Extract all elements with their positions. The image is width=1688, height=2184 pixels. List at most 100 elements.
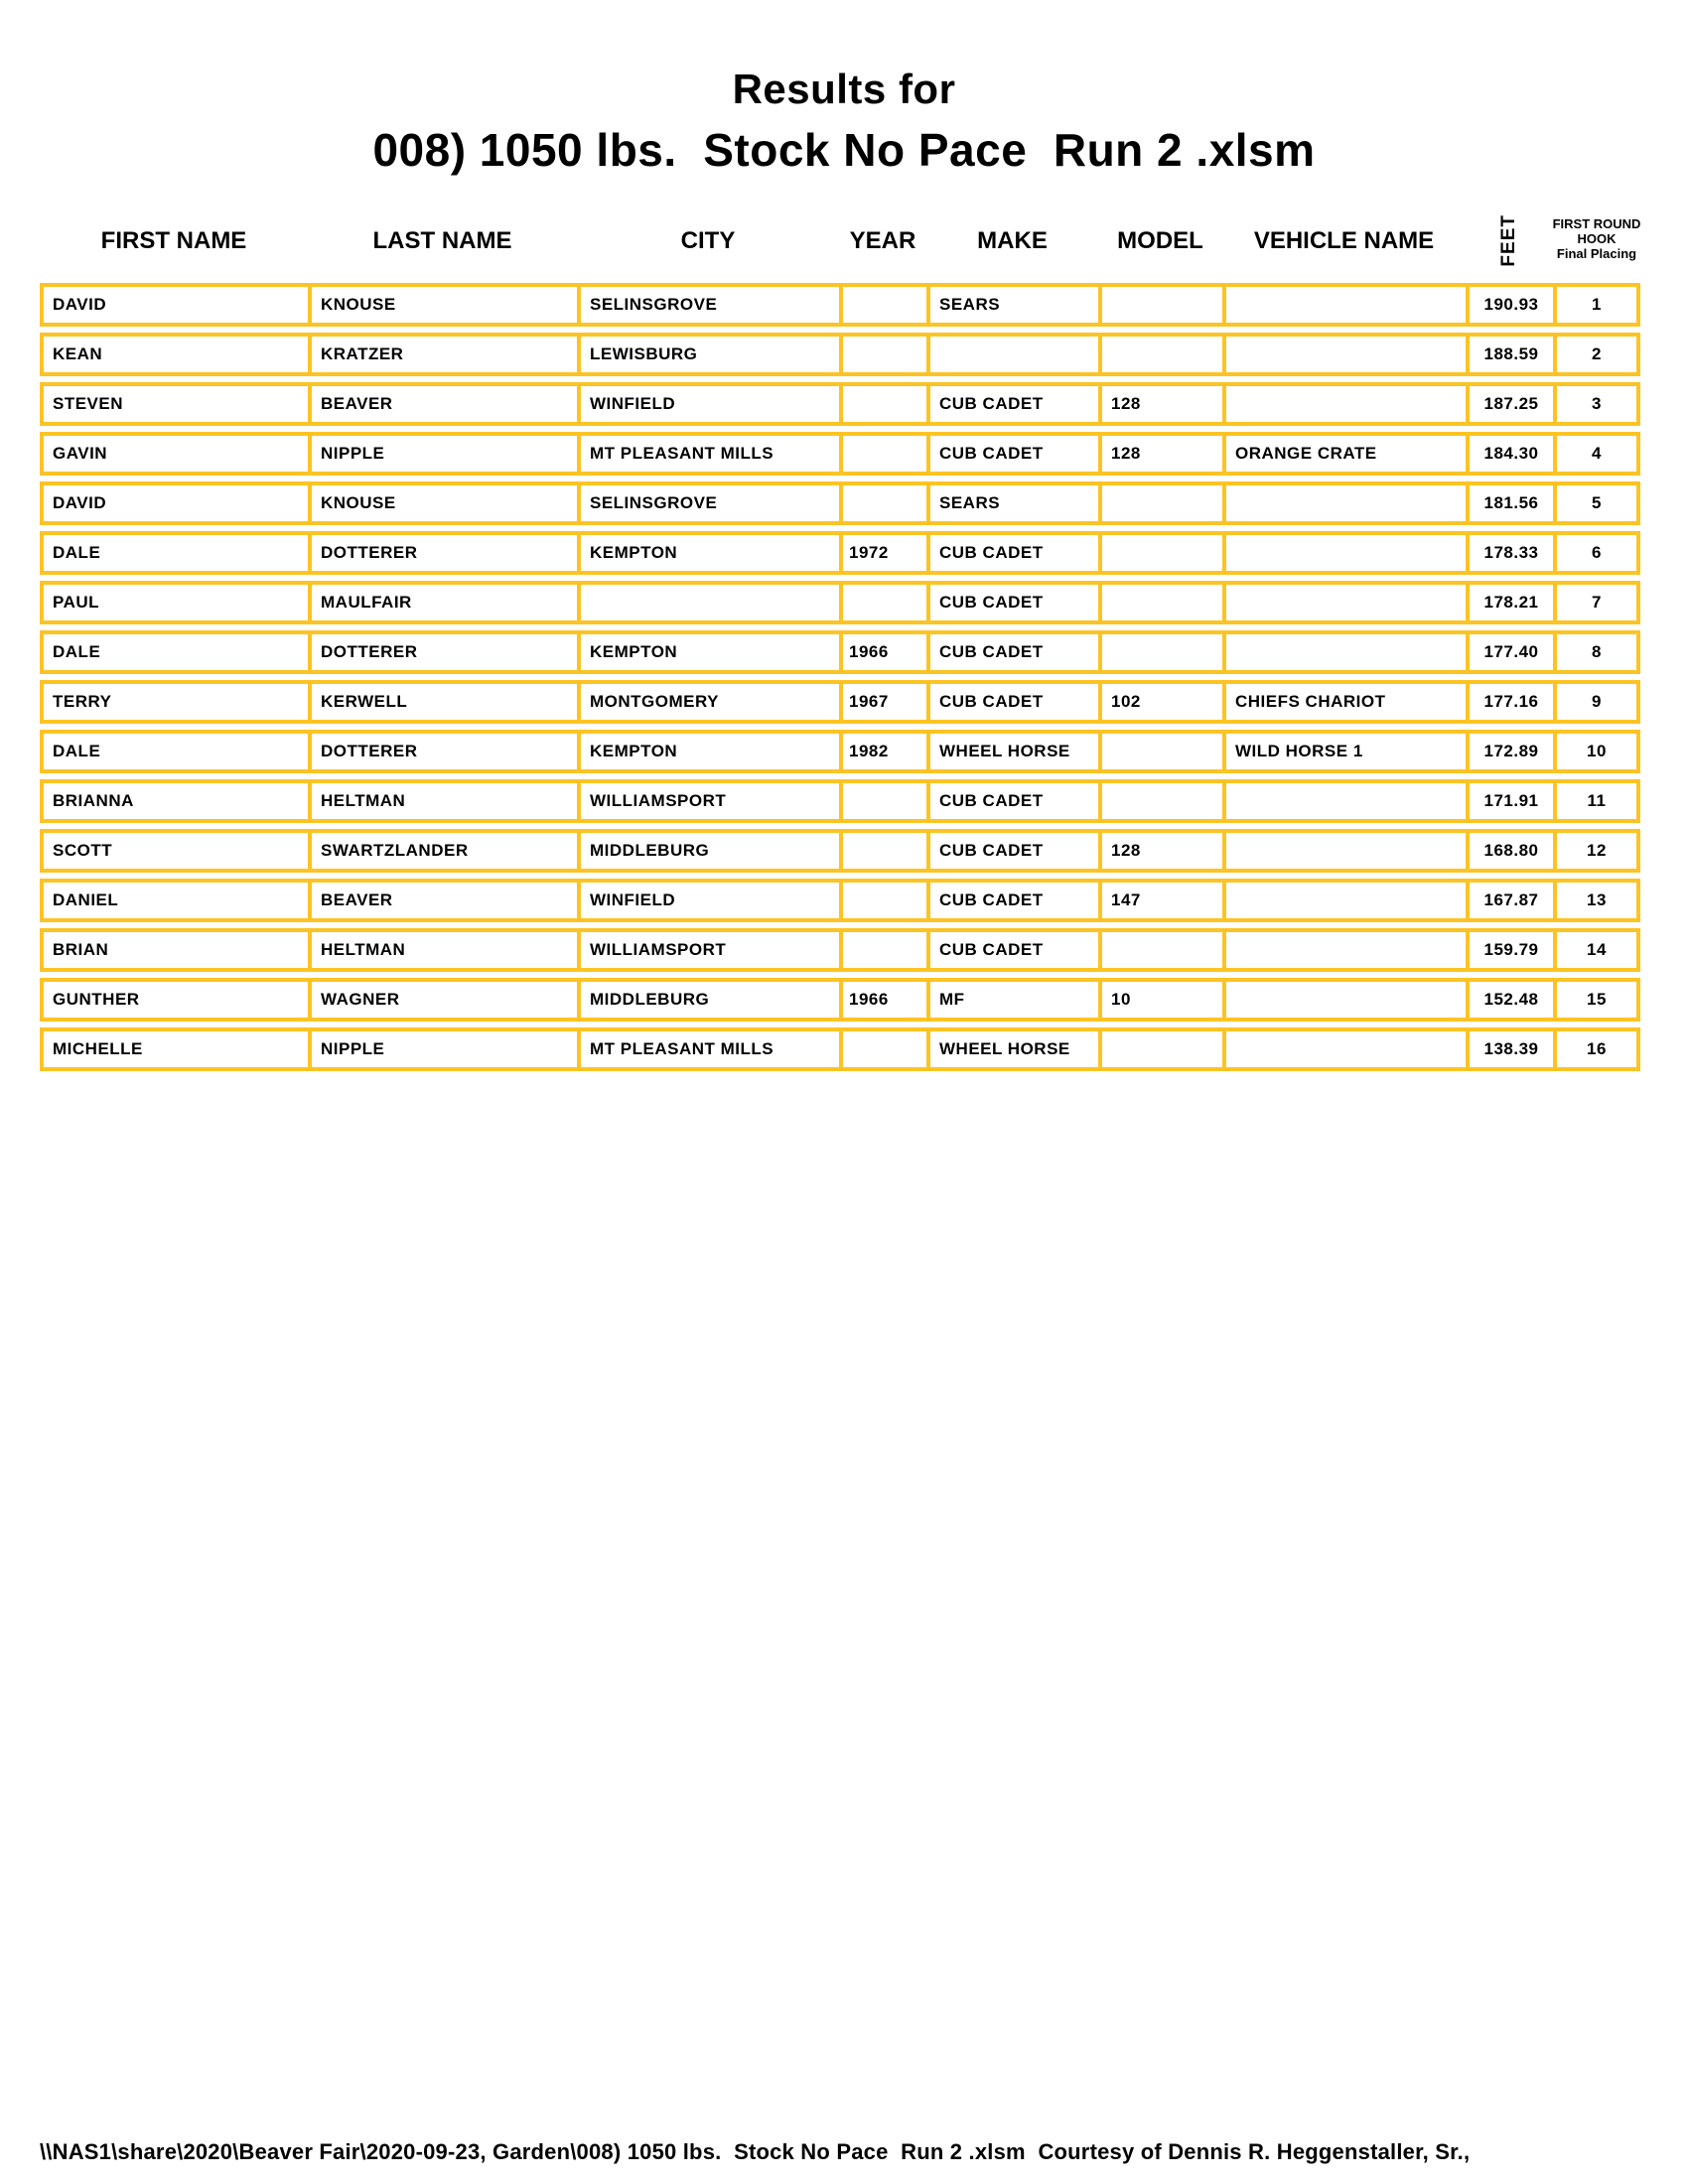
cell-last-name: BEAVER: [308, 386, 577, 422]
cell-make: SEARS: [926, 287, 1098, 323]
cell-feet: 172.89: [1466, 734, 1553, 769]
cell-model: [1098, 585, 1222, 620]
cell-city: KEMPTON: [577, 634, 839, 670]
cell-placing: 1: [1553, 287, 1636, 323]
page-title: Results for: [732, 66, 956, 112]
cell-model: 102: [1098, 684, 1222, 720]
cell-first-name: BRIANNA: [53, 791, 134, 810]
cell-make: CUB CADET: [926, 436, 1098, 472]
cell-placing: 11: [1553, 783, 1636, 819]
header-vehicle-name: VEHICLE NAME: [1253, 227, 1435, 254]
cell-vehicle-name: [1222, 535, 1466, 571]
cell-feet: 159.79: [1466, 932, 1553, 968]
cell-city: WILLIAMSPORT: [577, 783, 839, 819]
cell-city: MIDDLEBURG: [577, 833, 839, 869]
cell-year: [839, 287, 926, 323]
cell-placing: 10: [1553, 734, 1636, 769]
cell-vehicle-name: [1222, 287, 1466, 323]
cell-first-name: GUNTHER: [53, 990, 140, 1009]
cell-placing: 2: [1553, 337, 1636, 372]
cell-last-name: BEAVER: [308, 883, 577, 918]
cell-year: [839, 485, 926, 521]
cell-make: CUB CADET: [926, 684, 1098, 720]
table-header-row: FIRST NAME LAST NAME CITY YEAR MAKE MODE…: [40, 159, 1641, 283]
cell-last-name: MAULFAIR: [308, 585, 577, 620]
cell-first-name: DAVID: [53, 295, 107, 314]
cell-city: SELINSGROVE: [577, 287, 839, 323]
cell-feet: 168.80: [1466, 833, 1553, 869]
cell-last-name: DOTTERER: [308, 734, 577, 769]
cell-placing: 8: [1553, 634, 1636, 670]
table-row: SCOTT SWARTZLANDER MIDDLEBURG CUB CADET …: [40, 829, 1640, 873]
cell-make: CUB CADET: [926, 783, 1098, 819]
cell-vehicle-name: [1222, 585, 1466, 620]
table-row: DAVID KNOUSE SELINSGROVE SEARS 190.93 1: [40, 283, 1640, 327]
cell-placing: 7: [1553, 585, 1636, 620]
table-row: BRIAN HELTMAN WILLIAMSPORT CUB CADET 159…: [40, 928, 1640, 972]
table-row: PAUL MAULFAIR CUB CADET 178.21 7: [40, 581, 1640, 624]
table-row: BRIANNA HELTMAN WILLIAMSPORT CUB CADET 1…: [40, 779, 1640, 823]
header-first-name: FIRST NAME: [100, 227, 247, 254]
cell-make: CUB CADET: [926, 634, 1098, 670]
cell-last-name: SWARTZLANDER: [308, 833, 577, 869]
cell-placing: 4: [1553, 436, 1636, 472]
header-last-name: LAST NAME: [372, 227, 512, 254]
table-row: DALE DOTTERER KEMPTON 1982 WHEEL HORSE W…: [40, 730, 1640, 773]
cell-year: 1972: [839, 535, 926, 571]
page-subtitle: 008) 1050 lbs. Stock No Pace Run 2 .xlsm: [372, 124, 1316, 176]
cell-feet: 187.25: [1466, 386, 1553, 422]
cell-model: [1098, 783, 1222, 819]
cell-city: KEMPTON: [577, 734, 839, 769]
table-row: STEVEN BEAVER WINFIELD CUB CADET 128 187…: [40, 382, 1640, 426]
cell-model: [1098, 337, 1222, 372]
cell-year: [839, 1031, 926, 1067]
cell-last-name: NIPPLE: [308, 1031, 577, 1067]
table-row: KEAN KRATZER LEWISBURG 188.59 2: [40, 333, 1640, 376]
cell-placing: 15: [1553, 982, 1636, 1018]
cell-make: [926, 337, 1098, 372]
cell-make: CUB CADET: [926, 932, 1098, 968]
cell-first-name: KEAN: [53, 344, 103, 363]
cell-city: WILLIAMSPORT: [577, 932, 839, 968]
cell-placing: 14: [1553, 932, 1636, 968]
cell-make: WHEEL HORSE: [926, 1031, 1098, 1067]
cell-feet: 177.16: [1466, 684, 1553, 720]
cell-model: [1098, 485, 1222, 521]
cell-first-name: GAVIN: [53, 444, 108, 463]
cell-feet: 178.33: [1466, 535, 1553, 571]
cell-year: [839, 386, 926, 422]
cell-last-name: KNOUSE: [308, 485, 577, 521]
cell-last-name: HELTMAN: [308, 932, 577, 968]
cell-feet: 188.59: [1466, 337, 1553, 372]
cell-first-name: BRIAN: [53, 940, 109, 959]
cell-model: [1098, 1031, 1222, 1067]
cell-model: 128: [1098, 386, 1222, 422]
cell-make: CUB CADET: [926, 535, 1098, 571]
table-row: DAVID KNOUSE SELINSGROVE SEARS 181.56 5: [40, 481, 1640, 525]
cell-last-name: DOTTERER: [308, 535, 577, 571]
table-row: DANIEL BEAVER WINFIELD CUB CADET 147 167…: [40, 879, 1640, 922]
cell-make: CUB CADET: [926, 833, 1098, 869]
cell-make: CUB CADET: [926, 585, 1098, 620]
cell-placing: 16: [1553, 1031, 1636, 1067]
cell-city: LEWISBURG: [577, 337, 839, 372]
cell-first-name: PAUL: [53, 593, 100, 612]
footer-path-line: \\NAS1\share\2020\Beaver Fair\2020-09-23…: [40, 2139, 1471, 2164]
cell-placing: 12: [1553, 833, 1636, 869]
cell-make: CUB CADET: [926, 883, 1098, 918]
cell-year: [839, 337, 926, 372]
table-row: MICHELLE NIPPLE MT PLEASANT MILLS WHEEL …: [40, 1027, 1640, 1071]
cell-first-name: SCOTT: [53, 841, 113, 860]
cell-make: WHEEL HORSE: [926, 734, 1098, 769]
table-row: GAVIN NIPPLE MT PLEASANT MILLS CUB CADET…: [40, 432, 1640, 476]
cell-city: MT PLEASANT MILLS: [577, 436, 839, 472]
cell-model: [1098, 287, 1222, 323]
cell-model: 128: [1098, 436, 1222, 472]
cell-city: MIDDLEBURG: [577, 982, 839, 1018]
cell-model: 10: [1098, 982, 1222, 1018]
cell-first-name: DALE: [53, 543, 101, 562]
cell-year: 1967: [839, 684, 926, 720]
hook-header-line1: FIRST ROUND: [1552, 216, 1641, 231]
cell-model: 147: [1098, 883, 1222, 918]
